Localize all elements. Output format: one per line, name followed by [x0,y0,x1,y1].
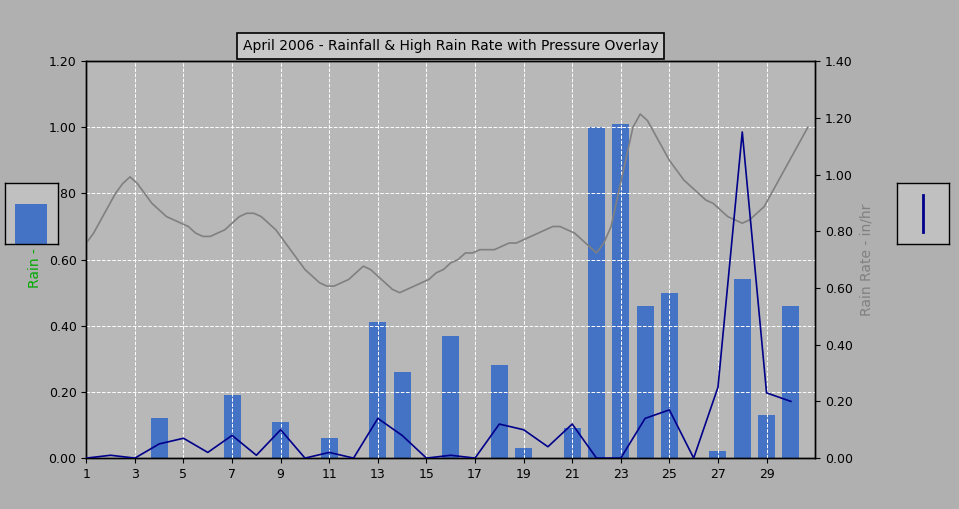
Bar [710,451,727,458]
Bar [442,336,459,458]
Y-axis label: Rain - in: Rain - in [28,231,41,288]
Bar [393,372,410,458]
Bar [758,415,775,458]
Bar [588,127,605,458]
Bar [151,418,168,458]
Bar [491,365,508,458]
Bar [320,438,338,458]
Bar [223,395,241,458]
Bar [15,204,47,244]
Bar [783,306,800,458]
Bar [734,279,751,458]
Bar [272,421,290,458]
Bar [369,323,386,458]
Bar [564,429,581,458]
Bar [515,448,532,458]
Title: April 2006 - Rainfall & High Rain Rate with Pressure Overlay: April 2006 - Rainfall & High Rain Rate w… [243,39,659,53]
Bar [661,293,678,458]
Bar [612,124,629,458]
Bar [637,306,654,458]
Y-axis label: Rain Rate - in/hr: Rain Rate - in/hr [860,204,874,316]
